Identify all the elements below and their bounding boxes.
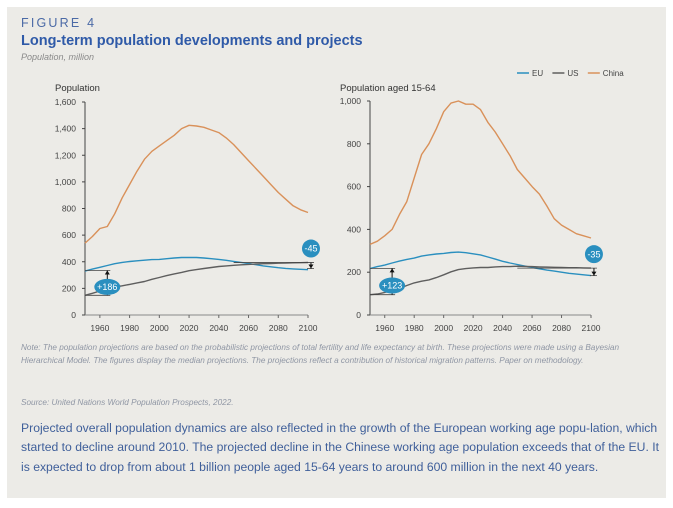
chart-title: Population aged 15-64 [340, 83, 436, 94]
legend-label-us: US [567, 69, 578, 78]
figure-panel [7, 7, 666, 498]
x-tick-label: 2100 [299, 323, 318, 333]
x-tick-label: 1980 [120, 323, 139, 333]
y-tick-label: 1,200 [55, 150, 77, 160]
arrow-head [104, 270, 110, 275]
annotation-bubble [94, 278, 121, 295]
legend: EU US China [517, 69, 624, 78]
series-line-china [84, 124, 309, 244]
annotation-gain: +123 [370, 267, 406, 296]
y-tick-label: 600 [62, 230, 76, 240]
legend-label-eu: EU [532, 69, 543, 78]
annotation-label: +186 [97, 282, 117, 292]
annotation-label: -35 [587, 249, 600, 259]
arrow-head [591, 271, 597, 276]
annotation-label: -45 [304, 244, 317, 254]
x-tick-label: 2020 [464, 323, 483, 333]
body-paragraph: Projected overall population dynamics ar… [21, 421, 660, 474]
arrow-head [308, 264, 314, 269]
y-tick-label: 600 [347, 182, 361, 192]
y-tick-label: 200 [347, 267, 361, 277]
x-tick-label: 2040 [493, 323, 512, 333]
arrow-head [389, 268, 395, 273]
annotation-bubble [379, 277, 406, 294]
figure-label: FIGURE 4 [21, 16, 97, 30]
annotation-loss: -35 [517, 245, 603, 277]
legend-label-china: China [603, 69, 624, 78]
y-tick-label: 1,600 [55, 97, 77, 107]
chart-title: Population [55, 83, 100, 94]
figure-title: Long-term population developments and pr… [21, 33, 363, 49]
series-line-eu [369, 251, 592, 277]
y-tick-label: 800 [62, 204, 76, 214]
x-tick-label: 1960 [90, 323, 109, 333]
annotation-loss: -45 [233, 239, 320, 269]
y-tick-label: 400 [62, 257, 76, 267]
figure-source: Source: United Nations World Population … [21, 398, 234, 407]
y-tick-label: 1,000 [340, 96, 362, 106]
x-tick-label: 2060 [523, 323, 542, 333]
y-tick-label: 0 [356, 310, 361, 320]
x-tick-label: 2000 [150, 323, 169, 333]
figure-note: Note: The population projections are bas… [21, 343, 620, 365]
figure-subtitle: Population, million [21, 52, 95, 62]
chart-working-age: Population aged 15-64 0 200 400 600 800 1,000 1… [340, 83, 603, 333]
annotation-bubble [301, 239, 320, 258]
y-tick-label: 400 [347, 224, 361, 234]
x-tick-label: 1980 [405, 323, 424, 333]
x-tick-label: 2000 [434, 323, 453, 333]
y-tick-label: 1,000 [55, 177, 77, 187]
y-tick-label: 200 [62, 283, 76, 293]
x-tick-label: 1960 [375, 323, 394, 333]
x-tick-label: 2040 [209, 323, 228, 333]
x-tick-label: 2020 [180, 323, 199, 333]
annotation-label: +123 [382, 281, 402, 291]
x-tick-label: 2100 [582, 323, 601, 333]
chart-population: Population 0 200 400 600 800 1,000 1,200 1,400 1,… [55, 83, 320, 333]
series-line-us [84, 261, 309, 296]
annotation-gain: +186 [85, 270, 121, 296]
series-line-china [369, 100, 592, 246]
x-tick-label: 2080 [552, 323, 571, 333]
annotation-bubble [584, 245, 603, 264]
y-tick-label: 0 [71, 310, 76, 320]
y-tick-label: 800 [347, 139, 361, 149]
series-line-us [369, 265, 592, 296]
series-line-eu [84, 256, 309, 272]
x-tick-label: 2060 [239, 323, 258, 333]
y-tick-label: 1,400 [55, 124, 77, 134]
x-tick-label: 2080 [269, 323, 288, 333]
